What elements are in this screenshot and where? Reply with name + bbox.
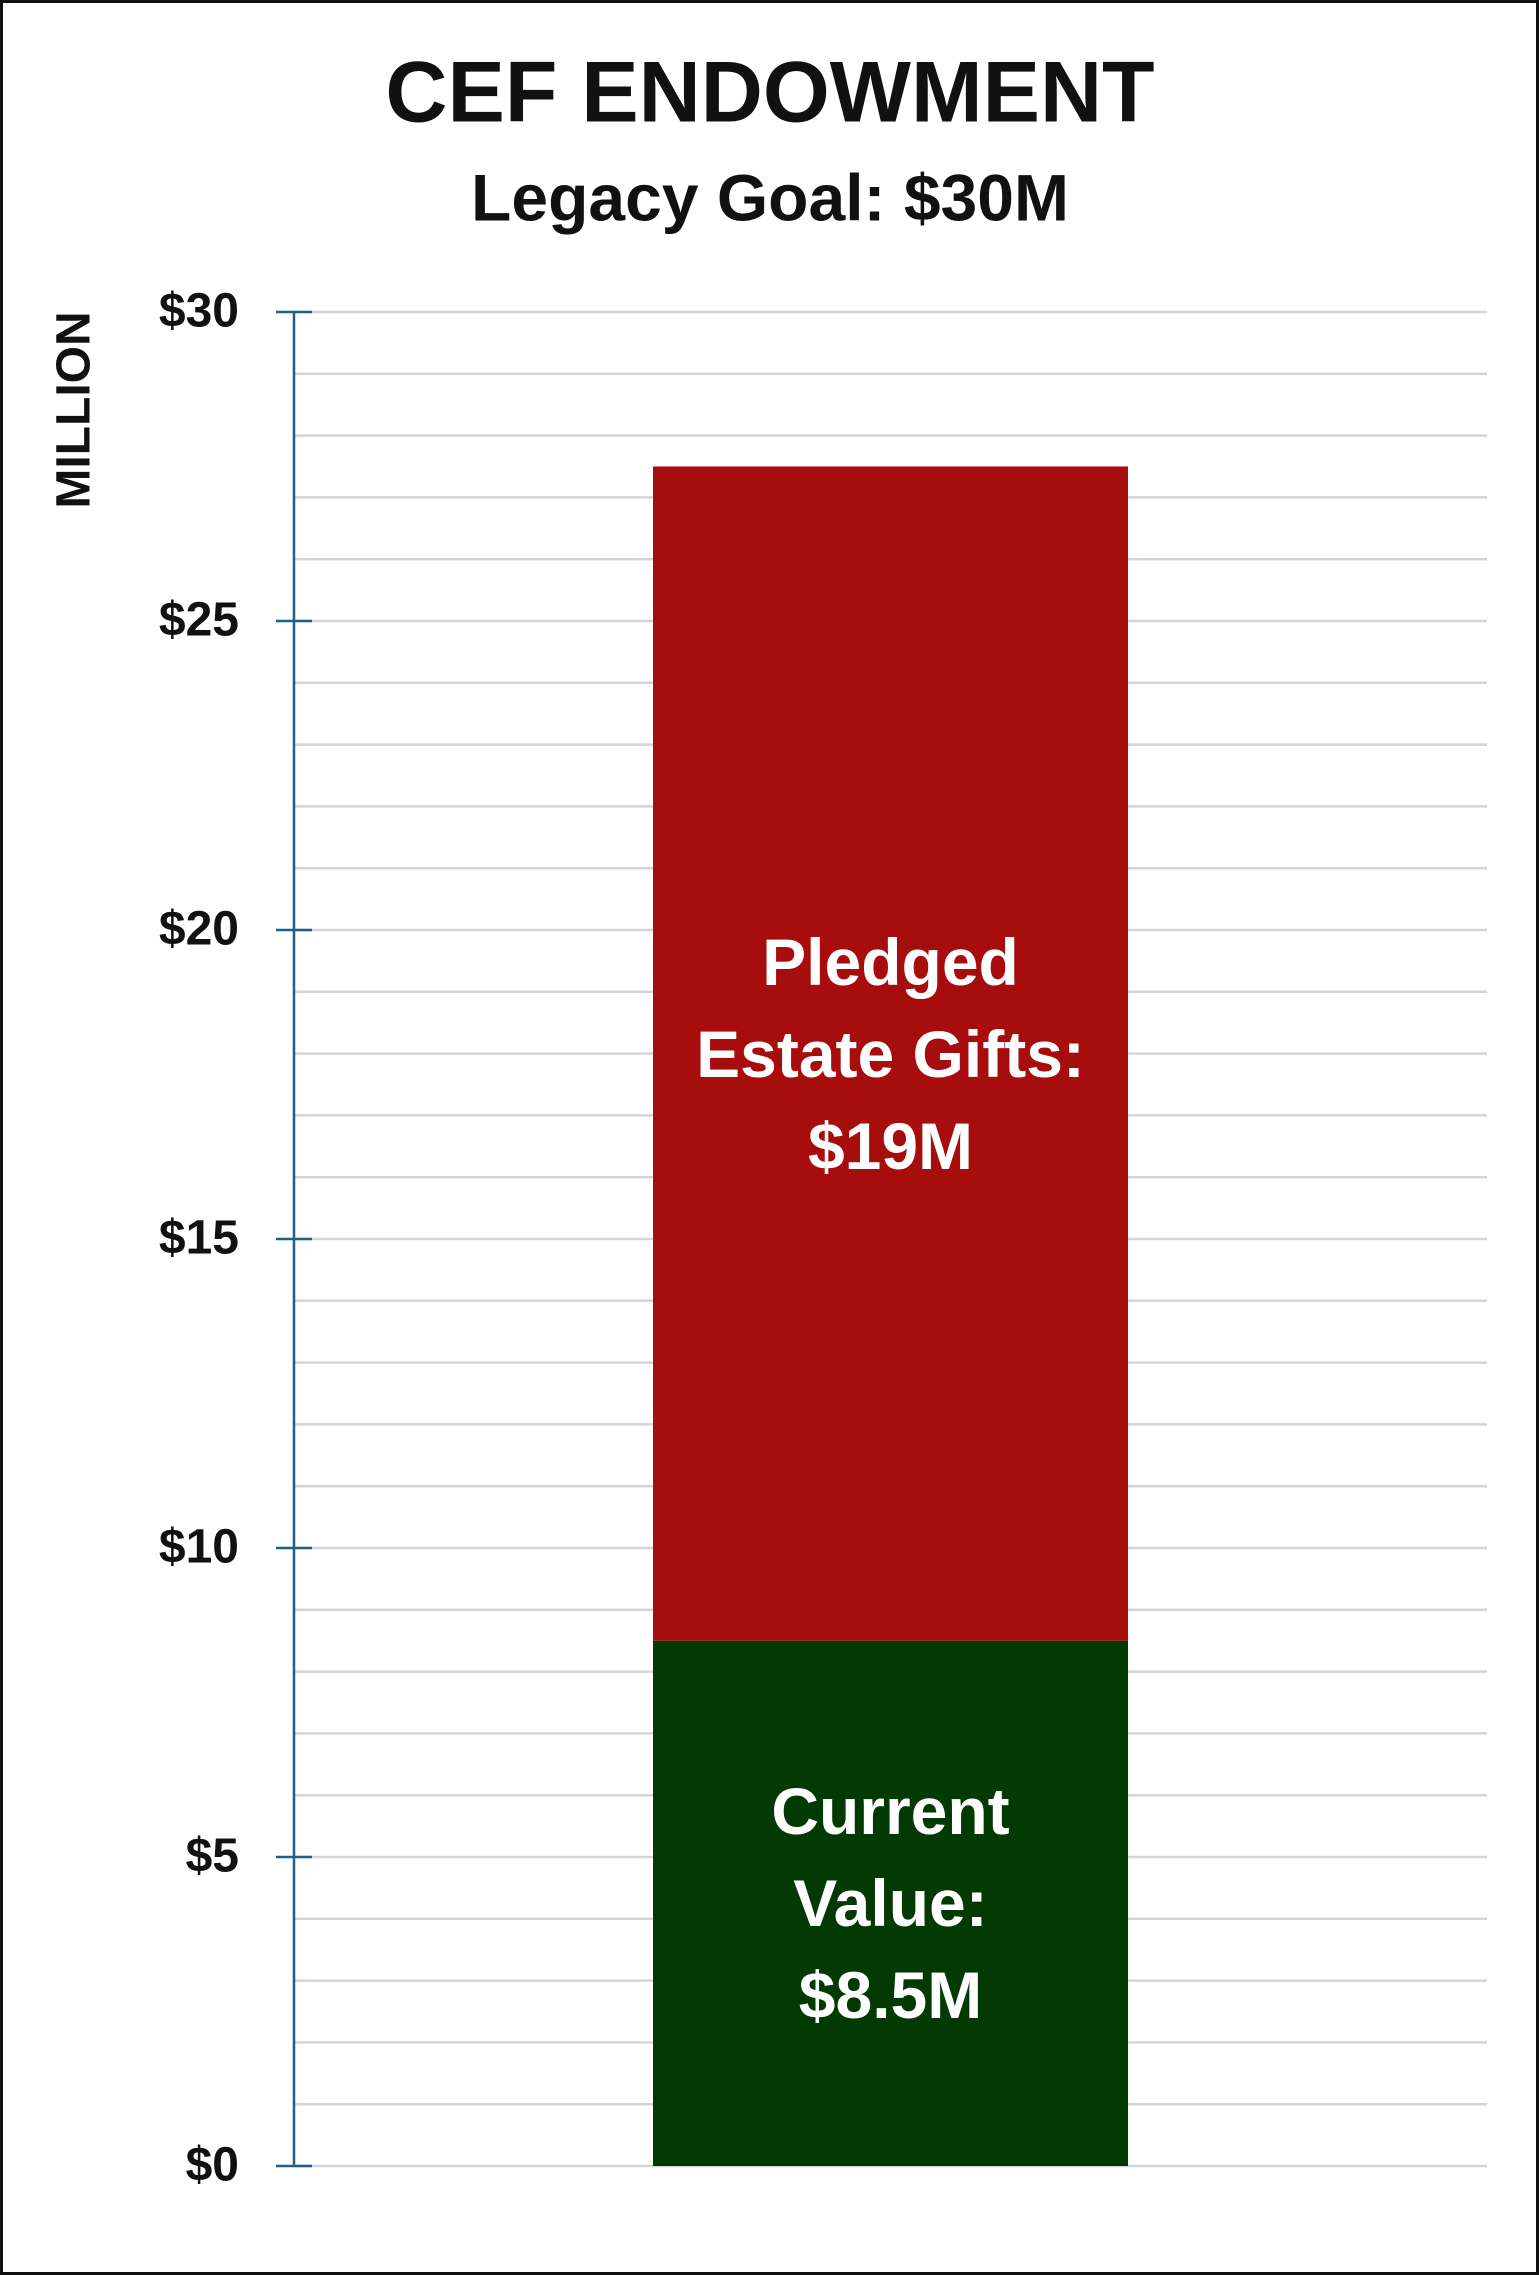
chart-title: CEF ENDOWMENT (385, 45, 1154, 141)
segment-label: Pledged Estate Gifts: $19M (653, 467, 1128, 1641)
segment-name: Pledged Estate Gifts: (696, 924, 1085, 1091)
y-tick-label: $25 (159, 594, 239, 647)
y-tick-label: $15 (159, 1212, 239, 1265)
y-tick-label: $10 (159, 1521, 239, 1574)
segment-value: $8.5M (798, 1958, 983, 2033)
segment-name: Current Value: (771, 1774, 1010, 1941)
bar-segment (653, 1640, 1128, 2166)
segment-value: $19M (807, 1108, 974, 1183)
segment-label: Current Value: $8.5M (653, 1641, 1128, 2166)
y-tick-label: $20 (159, 903, 239, 956)
y-tick-label: $0 (186, 2139, 239, 2192)
chart-subtitle: Legacy Goal: $30M (471, 160, 1069, 234)
bar-segment (653, 466, 1128, 1641)
y-tick-label: $30 (159, 285, 239, 338)
y-axis-label: MILLION (48, 311, 101, 508)
y-tick-label: $5 (186, 1830, 239, 1883)
